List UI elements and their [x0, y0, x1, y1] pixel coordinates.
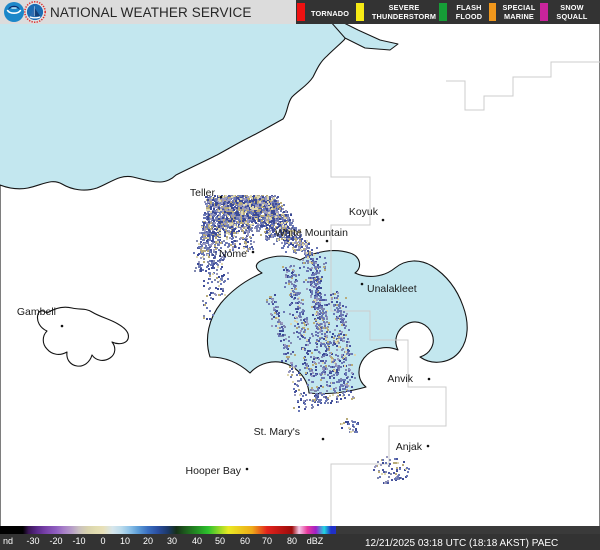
- svg-text:St. Mary's: St. Mary's: [254, 426, 300, 438]
- svg-text:Unalakleet: Unalakleet: [367, 283, 417, 295]
- svg-text:Gambell: Gambell: [17, 306, 56, 318]
- svg-text:Anjak: Anjak: [396, 441, 423, 453]
- svg-text:Nome: Nome: [219, 248, 247, 260]
- svg-text:White Mountain: White Mountain: [275, 227, 348, 239]
- svg-text:Teller: Teller: [190, 187, 216, 199]
- svg-text:Koyuk: Koyuk: [349, 206, 379, 218]
- svg-text:Hooper Bay: Hooper Bay: [186, 465, 242, 477]
- svg-text:Anvik: Anvik: [387, 373, 413, 385]
